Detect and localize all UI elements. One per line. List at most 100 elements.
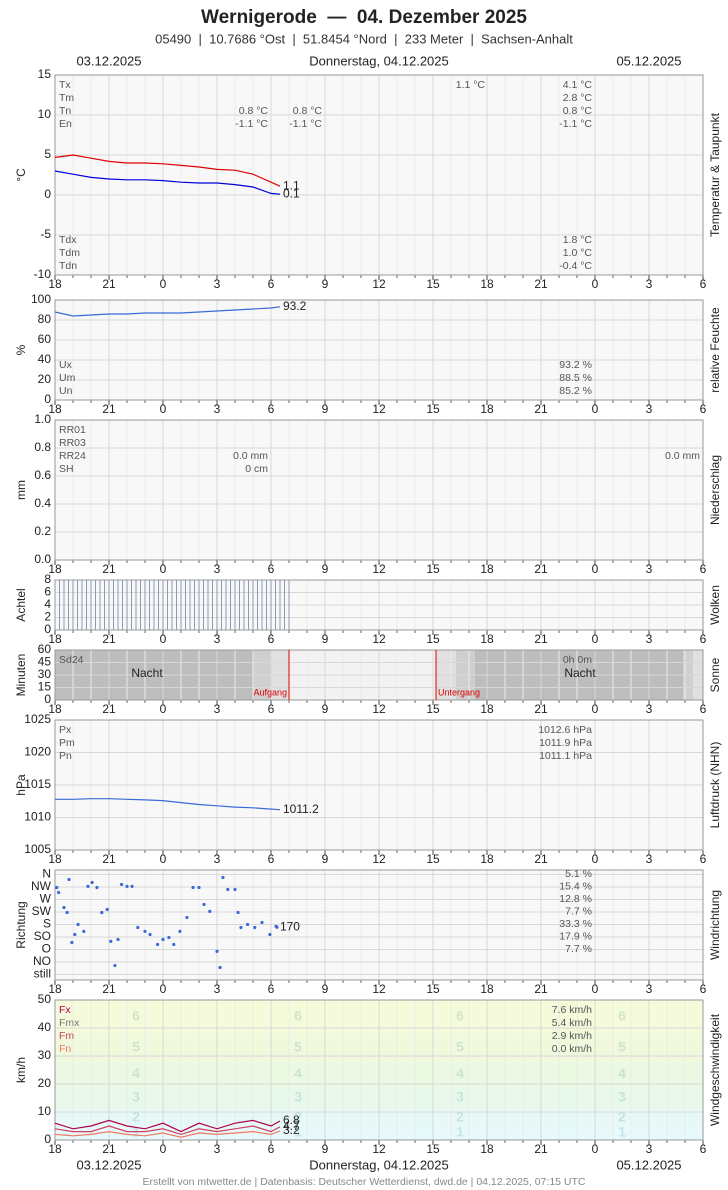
stat-label: Ux: [59, 359, 73, 371]
stat-value: 5.4 km/h: [552, 1017, 592, 1029]
x-tick-label: 18: [48, 632, 62, 646]
x-tick-label: 0: [592, 277, 599, 291]
cloud-bar: [248, 580, 249, 630]
y-tick-label: 50: [38, 992, 52, 1006]
cloud-bar: [95, 580, 96, 630]
direction-point: [197, 885, 201, 890]
x-tick-label: 0: [592, 402, 599, 416]
x-tick-label: 18: [480, 702, 494, 716]
side-label: Niederschlag: [708, 455, 722, 525]
x-tick-label: 0: [160, 852, 167, 866]
y-tick-label: 10: [38, 1104, 52, 1118]
y-tick-label: W: [40, 892, 52, 906]
y-tick-label: still: [34, 967, 51, 981]
x-tick-label: 0: [160, 982, 167, 996]
stat-value: 1.0 °C: [563, 247, 593, 259]
stat-value: 1011.9 hPa: [539, 737, 592, 749]
x-tick-label: 21: [534, 1142, 548, 1156]
x-tick-label: 12: [372, 562, 386, 576]
date-left: 03.12.2025: [76, 53, 141, 68]
y-tick-label: 1025: [24, 712, 51, 726]
y-axis-label: Minuten: [14, 654, 28, 697]
cloud-bar: [230, 580, 231, 630]
cloud-bar: [189, 580, 191, 630]
direction-point: [221, 875, 225, 880]
stat-value: 0.8 °C: [563, 105, 593, 117]
y-axis-label: Richtung: [14, 901, 28, 948]
x-tick-label: 6: [268, 277, 275, 291]
plot-frame: [54, 719, 704, 851]
x-tick-label: 21: [534, 852, 548, 866]
x-tick-label: 6: [700, 1142, 707, 1156]
beaufort-label: 1: [618, 1124, 626, 1140]
x-tick-label: 3: [646, 402, 653, 416]
direction-point: [55, 885, 59, 890]
y-tick-label: -5: [40, 227, 51, 241]
beaufort-label: 5: [618, 1038, 626, 1054]
cloud-bar: [239, 580, 240, 630]
x-tick-label: 9: [322, 852, 329, 866]
x-tick-label: 6: [700, 852, 707, 866]
cloud-bar: [198, 580, 200, 630]
stat-label: SH: [59, 463, 74, 475]
cloud-bar: [158, 580, 159, 630]
y-tick-label: SW: [32, 904, 52, 918]
x-tick-label: 21: [534, 702, 548, 716]
x-tick-label: 0: [592, 982, 599, 996]
direction-share: 15.4 %: [559, 881, 592, 893]
x-tick-label: 12: [372, 632, 386, 646]
date-right: 05.12.2025: [616, 1157, 681, 1172]
beaufort-label: 5: [294, 1038, 302, 1054]
series-line: [55, 798, 281, 811]
x-tick-label: 9: [322, 562, 329, 576]
side-label: Luftdruck (NHN): [708, 742, 722, 829]
plot-frame: [54, 299, 704, 401]
cloud-bar: [140, 580, 141, 630]
stat-value: 0.8 °C: [239, 105, 269, 117]
x-tick-label: 21: [102, 402, 116, 416]
x-tick-label: 6: [700, 982, 707, 996]
direction-point: [202, 902, 206, 907]
direction-share: 33.3 %: [559, 918, 592, 930]
direction-point: [86, 884, 90, 888]
y-axis-label: km/h: [14, 1057, 28, 1083]
cloud-bar: [257, 580, 258, 630]
stat-value: 2.8 °C: [563, 92, 593, 104]
x-tick-label: 6: [700, 277, 707, 291]
x-tick-label: 15: [426, 702, 440, 716]
y-tick-label: NW: [31, 879, 52, 893]
cloud-bar: [194, 580, 195, 630]
x-tick-label: 6: [268, 702, 275, 716]
stat-label: Tdm: [59, 247, 80, 259]
y-tick-label: 1010: [24, 810, 51, 824]
y-tick-label: 40: [38, 1020, 52, 1034]
x-tick-label: 9: [322, 402, 329, 416]
cloud-bar: [153, 580, 155, 630]
sunrise-label: Aufgang: [253, 687, 287, 697]
beaufort-label: 6: [618, 1008, 626, 1024]
beaufort-label: 6: [294, 1008, 302, 1024]
beaufort-label: 1: [456, 1124, 464, 1140]
y-tick-label: 4: [44, 597, 51, 611]
x-tick-label: 0: [160, 702, 167, 716]
cloud-bar: [108, 580, 110, 630]
side-label: Windrichtung: [708, 890, 722, 960]
x-tick-label: 3: [646, 982, 653, 996]
beaufort-label: 5: [132, 1038, 140, 1054]
plot-frame: [54, 74, 704, 276]
beaufort-label: 3: [618, 1089, 626, 1105]
stat-label: RR03: [59, 437, 86, 449]
sunset-label: Untergang: [438, 687, 480, 697]
stat-value: 1.8 °C: [563, 234, 593, 246]
cloud-bar: [81, 580, 83, 630]
series-line: [54, 1125, 281, 1136]
x-tick-label: 18: [480, 852, 494, 866]
beaufort-label: 4: [132, 1065, 140, 1081]
direction-point: [65, 910, 69, 915]
stat-label: Um: [59, 372, 76, 384]
beaufort-label: 6: [132, 1008, 140, 1024]
x-tick-label: 18: [48, 852, 62, 866]
y-tick-label: 1015: [24, 777, 51, 791]
x-tick-label: 0: [592, 852, 599, 866]
